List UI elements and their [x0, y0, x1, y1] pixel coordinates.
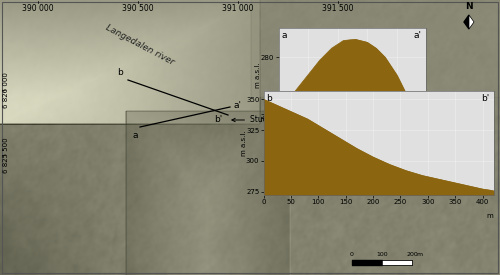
Text: a': a' — [414, 31, 422, 40]
Text: a: a — [282, 31, 287, 40]
Text: 6 826 000: 6 826 000 — [3, 72, 9, 108]
Polygon shape — [464, 15, 469, 29]
Text: Studied section: Studied section — [232, 116, 310, 125]
Text: b: b — [266, 94, 272, 103]
Polygon shape — [469, 15, 474, 29]
Text: m: m — [416, 252, 422, 257]
Y-axis label: m a.s.l.: m a.s.l. — [255, 62, 261, 88]
Text: 391 000: 391 000 — [222, 4, 254, 13]
Text: 6 825 500: 6 825 500 — [3, 137, 9, 173]
Y-axis label: m a.s.l.: m a.s.l. — [242, 130, 248, 156]
Text: a: a — [132, 131, 138, 140]
Text: a': a' — [234, 100, 242, 109]
Text: b: b — [117, 68, 123, 77]
Text: b': b' — [480, 94, 489, 103]
Text: N: N — [465, 2, 473, 11]
Text: 200: 200 — [406, 252, 418, 257]
Text: 100: 100 — [376, 252, 388, 257]
Text: 390 000: 390 000 — [22, 4, 54, 13]
Text: m: m — [420, 139, 426, 145]
Text: b': b' — [214, 115, 222, 124]
Text: 390 500: 390 500 — [122, 4, 154, 13]
Text: Langedalen river: Langedalen river — [104, 23, 176, 67]
Text: m: m — [487, 213, 494, 219]
Text: 0: 0 — [350, 252, 354, 257]
Text: 391 500: 391 500 — [322, 4, 354, 13]
